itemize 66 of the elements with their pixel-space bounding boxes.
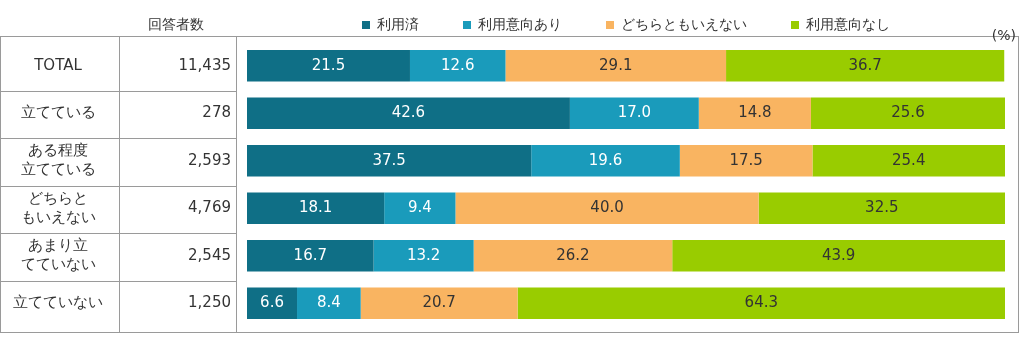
data-label: 42.6 — [391, 103, 426, 122]
bar — [247, 192, 385, 224]
text: 278 — [202, 103, 231, 122]
bar — [812, 145, 1005, 177]
text: 11,435 — [178, 55, 231, 74]
data-label: 40.0 — [590, 198, 624, 217]
data-label: 36.7 — [848, 55, 882, 74]
bar — [517, 287, 1005, 319]
data-label: 25.4 — [892, 150, 926, 169]
bar — [247, 145, 532, 177]
legend-label: どちらともいえない — [621, 15, 747, 32]
bar — [473, 240, 673, 272]
bar — [455, 192, 759, 224]
bar — [810, 97, 1005, 129]
data-label: 43.9 — [821, 245, 856, 264]
text: 2,545 — [188, 245, 231, 264]
text: 1,250 — [188, 293, 231, 312]
data-label: 25.6 — [891, 103, 925, 122]
data-label: 14.8 — [738, 103, 772, 122]
bar — [360, 287, 518, 319]
bar — [672, 240, 1005, 272]
data-label: 29.1 — [599, 55, 633, 74]
y-tick-label: あまり立てていない — [20, 236, 96, 274]
bar — [247, 240, 374, 272]
y-tick-label: TOTAL — [33, 55, 83, 74]
bar — [531, 145, 680, 177]
legend-label: 利用済 — [377, 15, 419, 32]
data-label: 18.1 — [298, 198, 333, 217]
y-tick-label: ある程度立てている — [20, 141, 96, 179]
legend-label: 利用意向あり — [478, 15, 562, 32]
bar — [505, 50, 727, 82]
bar — [247, 50, 410, 82]
bar — [247, 97, 570, 129]
text: 回答者数 — [148, 15, 204, 32]
y-tick-label: 立てている — [20, 103, 96, 122]
legend-label: 利用意向なし — [806, 15, 890, 32]
bar — [384, 192, 456, 224]
data-label: 17.0 — [617, 103, 652, 122]
data-label: 21.5 — [311, 55, 346, 74]
bar — [679, 145, 813, 177]
y-tick-label: どちらともいえない — [20, 188, 96, 226]
bar — [247, 287, 298, 319]
data-label: 9.4 — [407, 198, 432, 217]
bar — [726, 50, 1005, 82]
data-label: 8.4 — [316, 293, 341, 312]
data-label: 6.6 — [260, 293, 284, 312]
data-label: 17.5 — [729, 150, 763, 169]
bar — [698, 97, 811, 129]
data-label: 13.2 — [406, 245, 441, 264]
bar — [297, 287, 361, 319]
data-label: 64.3 — [744, 293, 779, 312]
data-label: 32.5 — [865, 198, 899, 217]
text: 2,593 — [188, 150, 231, 169]
data-label: 26.2 — [556, 245, 590, 264]
bar — [373, 240, 474, 272]
annotation: (%) — [991, 26, 1016, 43]
y-tick-label: 立てていない — [13, 293, 103, 312]
data-label: 12.6 — [441, 55, 475, 74]
bar — [758, 192, 1005, 224]
data-label: 20.7 — [422, 293, 456, 312]
data-label: 19.6 — [588, 150, 623, 169]
bar — [569, 97, 699, 129]
data-label: 37.5 — [372, 150, 406, 169]
text: 4,769 — [188, 198, 231, 217]
bar — [409, 50, 506, 82]
data-label: 16.7 — [293, 245, 327, 264]
